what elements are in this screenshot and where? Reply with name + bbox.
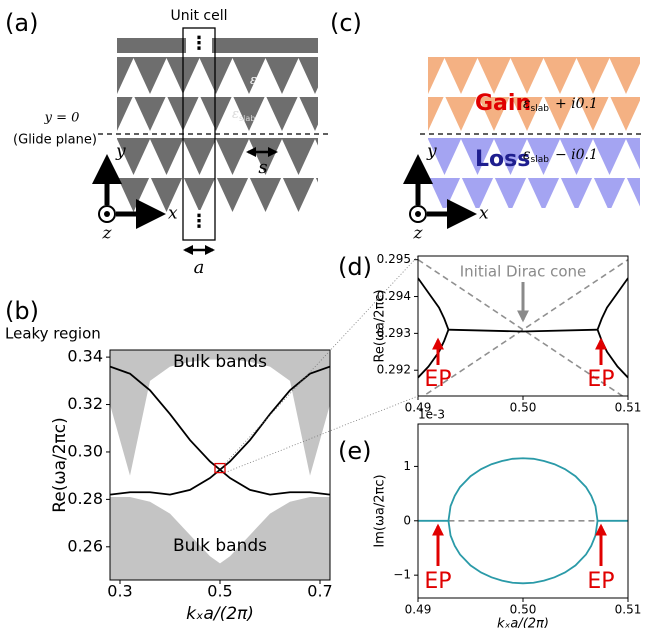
- glide-y: y = 0: [44, 111, 80, 126]
- dots: ⋮: [190, 33, 208, 54]
- curve: [110, 365, 330, 496]
- annotation: Leaky region: [5, 325, 101, 343]
- y-tick-label: 0.26: [67, 536, 103, 555]
- x-tick-label: 0.51: [615, 401, 642, 415]
- ep-label: EP: [587, 367, 614, 392]
- panel-label: (d): [338, 253, 372, 281]
- slab-gap: [117, 94, 318, 97]
- ep-label: EP: [424, 569, 451, 594]
- unit-cell-box: [182, 27, 216, 241]
- curve: [447, 520, 599, 585]
- x-tick-label: 0.5: [207, 582, 232, 601]
- x-tick-label: 0.51: [615, 603, 642, 617]
- loss-slab: [428, 138, 640, 208]
- annotation: Initial Dirac cone: [460, 263, 587, 281]
- unit-cell-label: Unit cell: [170, 8, 227, 24]
- eps-air: εair: [250, 73, 268, 89]
- y-tick-label: 0: [403, 513, 411, 527]
- a-label: a: [194, 257, 205, 278]
- dots: ⋮: [190, 211, 208, 232]
- eps-sub: slab: [531, 104, 550, 114]
- x-label: x: [479, 204, 489, 224]
- eps-sub: slab: [531, 155, 550, 165]
- slab-gap: [117, 175, 318, 178]
- y-tick-label: 0.293: [377, 326, 411, 340]
- dots-bg: [186, 210, 212, 234]
- y-tick-label: 0.34: [67, 347, 103, 366]
- y-tick-label: 0.294: [377, 289, 411, 303]
- annotation: Bulk bands: [173, 536, 267, 556]
- z-label: z: [102, 224, 113, 244]
- y-tick-label: −1: [393, 568, 411, 582]
- eps-sub: slab: [239, 114, 255, 123]
- z-axis-dot: [415, 211, 421, 217]
- z-axis-dot: [104, 211, 110, 217]
- y-tick-label: 1: [403, 459, 411, 473]
- gain-label: Gain: [475, 91, 531, 116]
- y-axis-label: Re(ωa/2πc): [373, 289, 388, 362]
- diagram-c: Gain Loss εslab + i0.1 εslab − i0.1 y x z: [403, 57, 642, 244]
- eps-symbol: ε: [250, 73, 257, 88]
- y-axis-label: Re(ωa/2πc): [50, 417, 70, 513]
- curve: [448, 328, 598, 333]
- curve: [422, 259, 628, 396]
- s-label: s: [258, 157, 267, 178]
- y-label: y: [426, 142, 437, 162]
- slab-gap: [428, 175, 640, 178]
- ep-label: EP: [587, 569, 614, 594]
- slab-gap: [428, 94, 640, 97]
- panel-label: (b): [5, 297, 39, 325]
- curve: [418, 457, 628, 522]
- y-tick-label: 0.30: [67, 441, 103, 460]
- dots-bg: [186, 32, 212, 56]
- eps-sub: air: [257, 80, 268, 89]
- x-tick-label: 0.50: [510, 603, 537, 617]
- loss-label: Loss: [475, 147, 530, 172]
- y-tick-label: 0.292: [377, 363, 411, 377]
- plot-area: [418, 259, 628, 396]
- y-tick-label: 0.295: [377, 252, 411, 266]
- curve: [418, 259, 624, 396]
- x-tick-label: 0.50: [510, 401, 537, 415]
- zoom-box: [214, 462, 226, 474]
- plot-area: [110, 350, 330, 580]
- ep-label: EP: [424, 367, 451, 392]
- z-label: z: [413, 224, 424, 244]
- panel-label: (c): [330, 9, 362, 37]
- eps-slab: εslab: [232, 107, 255, 123]
- curve: [596, 329, 628, 379]
- eps-symbol: ε: [232, 107, 239, 122]
- zoom-connector: [224, 255, 419, 464]
- x-axis-label: kₓa/(2π): [186, 604, 254, 624]
- glide-plane: (Glide plane): [13, 133, 97, 148]
- gain-eps: εslab + i0.1: [523, 96, 598, 114]
- diagram-a: ⋮ ⋮ Unit cell y = 0 (Glide plane) εair ε…: [13, 8, 332, 278]
- loss-eps: εslab − i0.1: [523, 147, 598, 165]
- band-region: [110, 350, 330, 476]
- x-tick-label: 0.7: [307, 582, 332, 601]
- offset-text: 1e-3: [418, 408, 445, 422]
- y-label: y: [115, 142, 126, 162]
- eps-suffix: + i0.1: [555, 96, 598, 112]
- eps-symbol: ε: [523, 147, 531, 163]
- x-tick-label: 0.49: [405, 401, 432, 415]
- y-tick-label: 0.32: [67, 394, 103, 413]
- curve: [596, 277, 628, 331]
- curve: [418, 277, 450, 331]
- eps-suffix: − i0.1: [555, 147, 598, 163]
- panel-label: (e): [338, 437, 372, 465]
- x-tick-label: 0.49: [405, 603, 432, 617]
- x-label: x: [168, 204, 178, 224]
- annotation: Bulk bands: [173, 352, 267, 372]
- panel-label: (a): [5, 9, 38, 37]
- band-region: [110, 497, 330, 580]
- eps-symbol: ε: [523, 96, 531, 112]
- y-axis-label: Im(ωa/2πc): [373, 474, 388, 547]
- x-tick-label: 0.3: [107, 582, 132, 601]
- y-tick-label: 0.28: [67, 489, 103, 508]
- x-axis-label: kₓa/(2π): [497, 617, 549, 628]
- plot-area: [418, 457, 628, 585]
- slab: [117, 38, 318, 53]
